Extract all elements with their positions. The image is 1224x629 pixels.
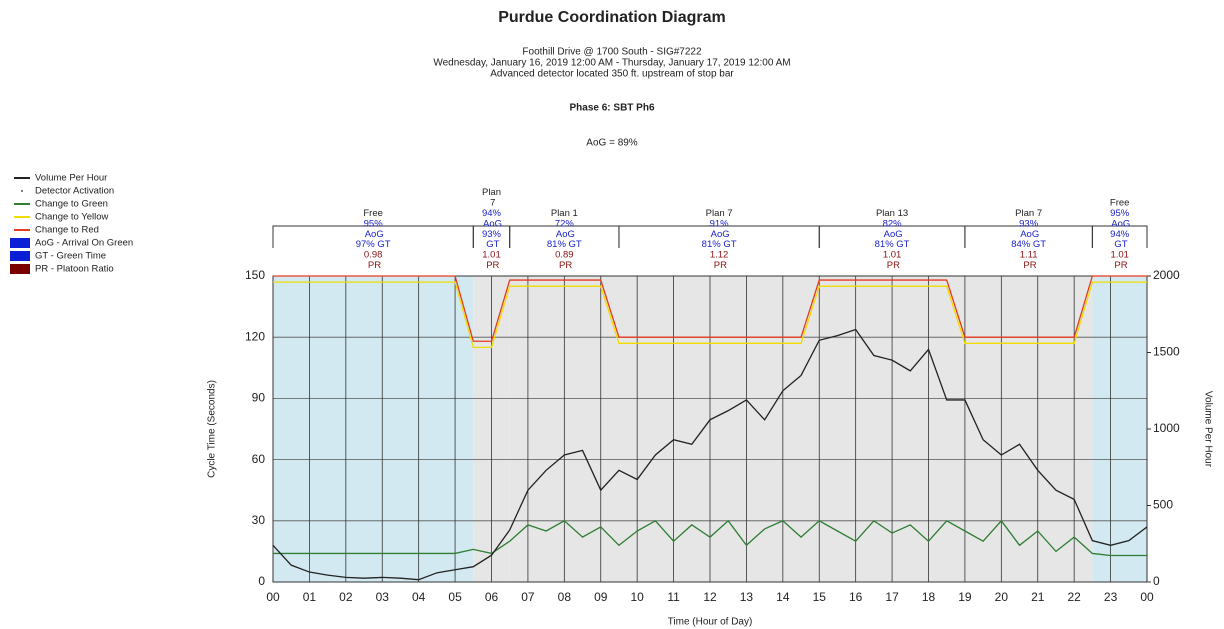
plan-aog: 82% AoG <box>882 218 903 239</box>
plan-background <box>1092 276 1147 582</box>
y2-tick-label: 1000 <box>1153 421 1180 435</box>
x-axis-label: Time (Hour of Day) <box>668 617 753 628</box>
x-tick-label: 09 <box>594 590 608 604</box>
summary: AoG = 89% <box>586 138 638 149</box>
x-tick-label: 00 <box>1140 590 1154 604</box>
x-tick-label: 18 <box>922 590 936 604</box>
plan-aog: 93% AoG <box>1018 218 1039 239</box>
x-tick-label: 17 <box>885 590 899 604</box>
y-tick-label: 120 <box>245 329 265 343</box>
y-tick-label: 60 <box>252 452 266 466</box>
y-tick-label: 0 <box>258 574 265 588</box>
legend-swatch <box>10 251 30 261</box>
x-tick-label: 12 <box>703 590 717 604</box>
legend-label: Detector Activation <box>35 186 114 197</box>
legend-swatch <box>10 264 30 274</box>
legend-label: GT - Green Time <box>35 251 106 262</box>
y2-tick-label: 500 <box>1153 498 1173 512</box>
plan-gt: 81% GT <box>875 239 910 250</box>
y-tick-label: 30 <box>252 513 266 527</box>
y-tick-label: 90 <box>252 391 266 405</box>
x-tick-label: 20 <box>995 590 1009 604</box>
legend-label: Volume Per Hour <box>35 173 107 184</box>
plan-pr: 1.01 PR <box>883 249 902 270</box>
y-axis-label: Cycle Time (Seconds) <box>207 380 218 478</box>
series-line <box>272 328 1148 581</box>
x-tick-label: 21 <box>1031 590 1045 604</box>
plan-pr: 0.89 PR <box>555 249 574 270</box>
plan-name: Plan 7 <box>706 208 733 219</box>
x-tick-label: 14 <box>776 590 790 604</box>
plan-name: Plan 7 <box>1015 208 1042 219</box>
x-tick-label: 15 <box>813 590 827 604</box>
x-tick-label: 07 <box>521 590 535 604</box>
y2-tick-label: 0 <box>1153 574 1160 588</box>
plan-aog: 72% AoG <box>554 218 575 239</box>
legend-label: Change to Green <box>35 199 108 210</box>
y2-tick-label: 2000 <box>1153 268 1180 282</box>
x-tick-label: 08 <box>558 590 572 604</box>
x-tick-label: 03 <box>376 590 390 604</box>
plan-gt: 97% GT <box>356 239 391 250</box>
plan-bracket <box>1091 225 1148 248</box>
legend-label: AoG - Arrival On Green <box>35 238 133 249</box>
series-line <box>273 275 1147 342</box>
legend-swatch <box>10 238 30 248</box>
plan-background <box>273 276 474 582</box>
x-tick-label: 16 <box>849 590 863 604</box>
plan-name: Plan 13 <box>876 208 908 219</box>
subtitle: Wednesday, January 16, 2019 12:00 AM - T… <box>433 58 790 69</box>
y-tick-label: 150 <box>245 268 265 282</box>
plan-background <box>964 276 1093 582</box>
plan-name: Free <box>363 208 383 219</box>
plan-pr: 1.12 PR <box>710 249 729 270</box>
plan-aog: 91% AoG <box>709 218 730 239</box>
plan-gt: 93% GT <box>482 228 502 249</box>
plot-frame <box>272 275 1148 583</box>
x-tick-label: 10 <box>630 590 644 604</box>
plan-name: Plan 7 <box>482 187 501 208</box>
plan-name: Plan 1 <box>551 208 578 219</box>
plan-pr: 0.98 PR <box>364 249 383 270</box>
plan-name: Free <box>1110 197 1130 208</box>
x-tick-label: 22 <box>1067 590 1081 604</box>
x-tick-label: 06 <box>485 590 499 604</box>
x-tick-label: 02 <box>339 590 353 604</box>
plan-pr: 1.11 PR <box>1020 249 1038 270</box>
chart-title: Purdue Coordination Diagram <box>498 9 726 26</box>
y2-axis-label: Volume Per Hour <box>1202 391 1213 468</box>
x-tick-label: 05 <box>448 590 462 604</box>
plan-gt: 94% GT <box>1110 228 1130 249</box>
x-tick-label: 19 <box>958 590 972 604</box>
plan-gt: 81% GT <box>547 239 582 250</box>
x-tick-label: 23 <box>1104 590 1118 604</box>
legend-label: PR - Platoon Ratio <box>35 264 114 275</box>
x-tick-label: 01 <box>303 590 317 604</box>
plan-pr: 1.01 PR <box>482 249 501 270</box>
plan-aog: 95% AoG <box>1109 208 1130 229</box>
plan-aog: 94% AoG <box>481 208 502 229</box>
x-tick-label: 00 <box>266 590 280 604</box>
x-tick-label: 13 <box>740 590 754 604</box>
x-tick-label: 11 <box>667 590 680 604</box>
subtitle: Foothill Drive @ 1700 South - SIG#7222 <box>522 47 702 58</box>
series-line <box>273 281 1147 349</box>
series-line <box>273 519 1147 557</box>
legend-label: Change to Yellow <box>35 212 109 223</box>
plan-pr: 1.01 PR <box>1110 249 1129 270</box>
plan-aog: 95% AoG <box>363 218 384 239</box>
plan-gt: 81% GT <box>702 239 737 250</box>
legend-swatch <box>21 190 23 192</box>
x-tick-label: 04 <box>412 590 426 604</box>
plan-background <box>618 276 820 582</box>
phase-title: Phase 6: SBT Ph6 <box>569 103 654 114</box>
subtitle: Advanced detector located 350 ft. upstre… <box>490 69 734 80</box>
legend-label: Change to Red <box>35 225 99 236</box>
plan-gt: 84% GT <box>1011 239 1046 250</box>
y2-tick-label: 1500 <box>1153 345 1180 359</box>
